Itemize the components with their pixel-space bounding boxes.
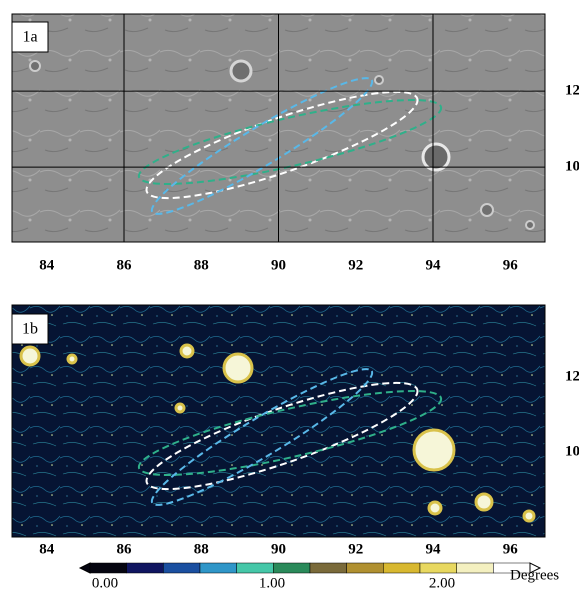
panel-label-box (11, 21, 49, 53)
colorbar-tick-label: 1.00 (259, 575, 285, 591)
colorbar-segment (346, 562, 384, 574)
x-tick-label: 90 (271, 541, 286, 557)
x-tick-label: 84 (39, 541, 55, 557)
colorbar-segment (273, 562, 311, 574)
colorbar-tick-label: 0.00 (92, 575, 118, 591)
colorbar-segment (419, 562, 457, 574)
colorbar-end (78, 562, 91, 574)
x-tick-label: 88 (194, 541, 209, 557)
y-tick-label: 10 (565, 443, 579, 459)
colorbar-end (529, 562, 542, 574)
regions-a (137, 77, 443, 215)
colorbar (78, 562, 542, 574)
colorbar-unit: Degrees (510, 567, 559, 583)
x-tick-label: 94 (425, 541, 441, 557)
y-tick-label: 10 (565, 159, 579, 175)
y-tick-label: 12 (565, 83, 579, 99)
regions-b (137, 368, 443, 506)
craters-a (29, 59, 535, 230)
panel-label-box (11, 313, 49, 345)
x-tick-label: 92 (348, 541, 363, 557)
x-tick-label: 84 (39, 257, 55, 273)
colorbar-segment (236, 562, 274, 574)
y-tick-label: 12 (565, 368, 579, 384)
x-tick-label: 92 (348, 257, 363, 273)
colorbar-segment (456, 562, 494, 574)
colorbar-segment (163, 562, 201, 574)
image-panel-b (11, 304, 546, 538)
panel-label: 1a (22, 29, 37, 46)
colorbar-segment (126, 562, 164, 574)
colorbar-segment (89, 562, 127, 574)
panel-label: 1b (22, 321, 38, 338)
x-tick-label: 86 (117, 257, 133, 273)
colorbar-tick-label: 2.00 (429, 575, 455, 591)
craters-b (19, 343, 536, 523)
x-tick-label: 96 (503, 257, 519, 273)
x-tick-label: 96 (503, 541, 519, 557)
x-tick-label: 88 (194, 257, 209, 273)
x-tick-label: 90 (271, 257, 286, 273)
x-tick-label: 94 (425, 257, 441, 273)
x-tick-label: 86 (117, 541, 133, 557)
colorbar-segment (383, 562, 421, 574)
colorbar-segment (309, 562, 347, 574)
colorbar-segment (199, 562, 237, 574)
